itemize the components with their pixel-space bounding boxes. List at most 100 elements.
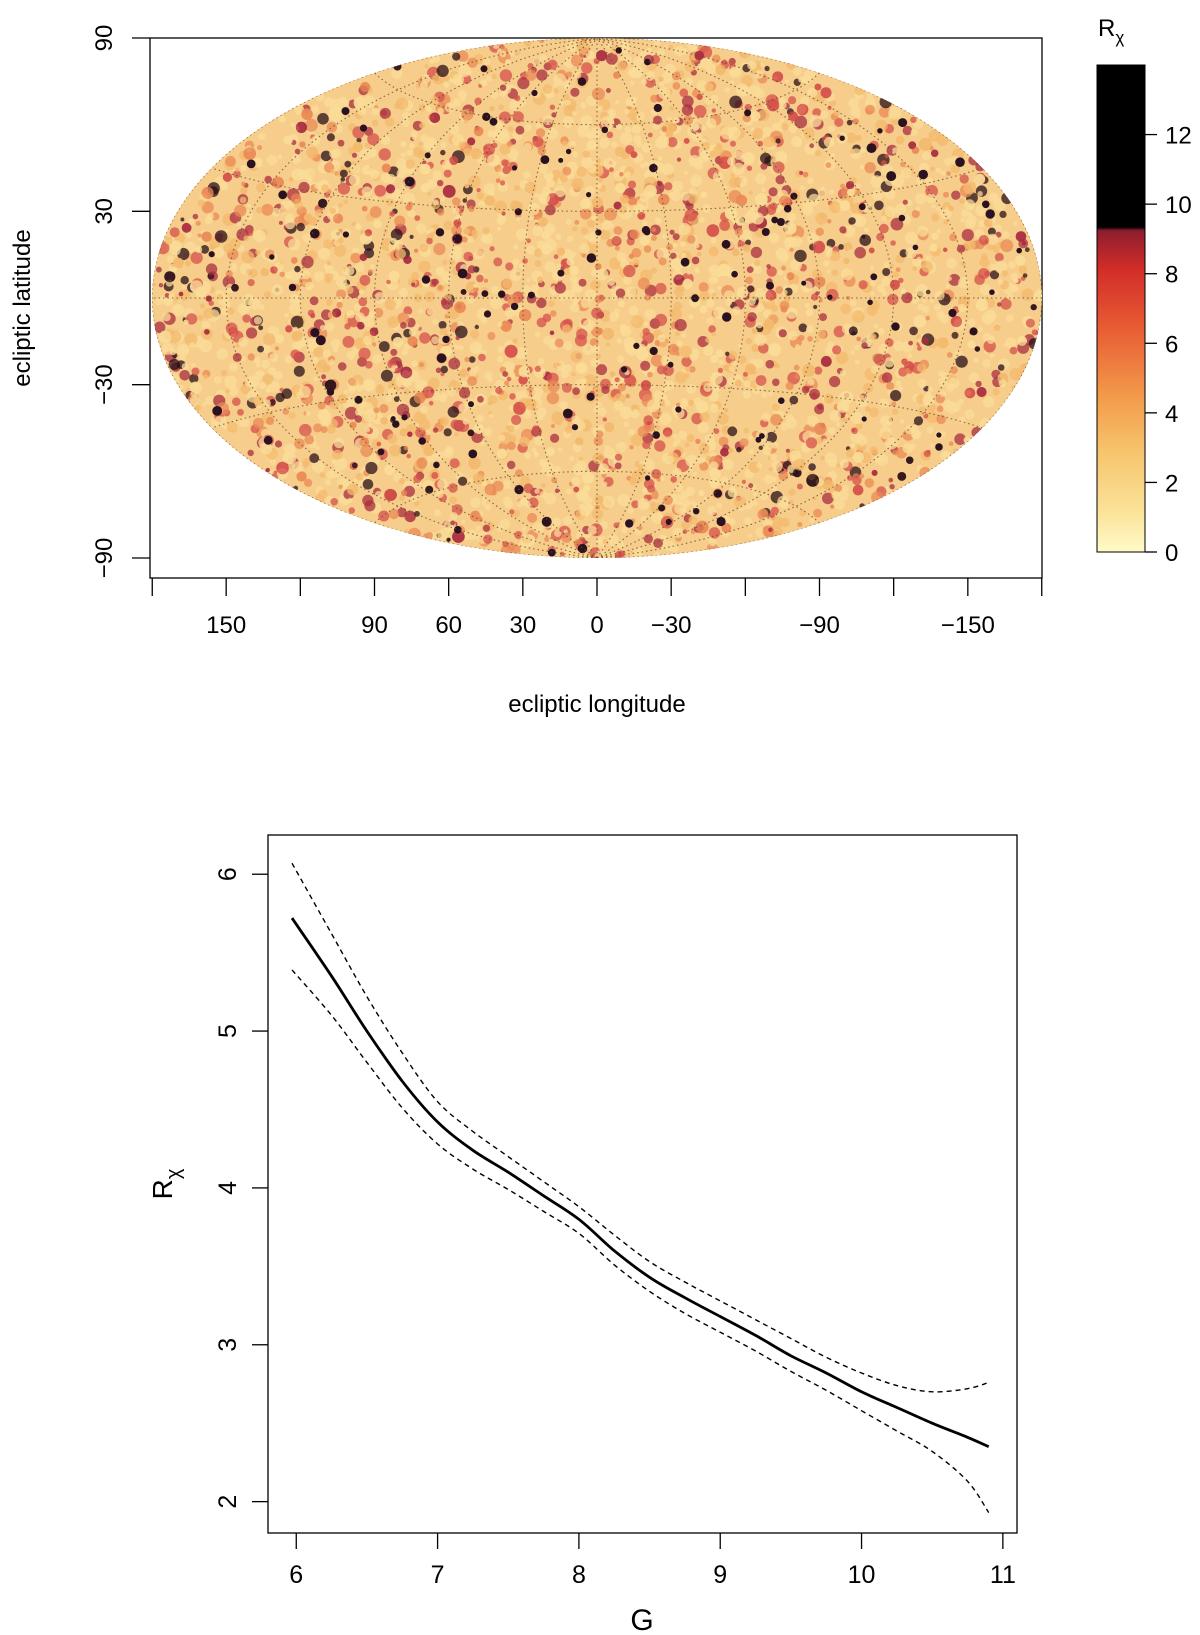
heat-speckle [779, 118, 785, 123]
colorbar-title: Rχ [1098, 15, 1124, 47]
heat-speckle [533, 451, 539, 458]
heat-speckle [430, 96, 439, 105]
heat-speckle [987, 336, 995, 345]
heat-dark-spot [436, 353, 447, 363]
heat-speckle [290, 349, 301, 360]
heat-speckle [178, 345, 189, 355]
heat-speckle [738, 246, 745, 253]
heat-speckle [671, 180, 683, 193]
heat-speckle [964, 387, 976, 399]
heat-speckle [602, 481, 608, 487]
heat-speckle [1024, 247, 1030, 253]
heat-speckle [945, 283, 950, 289]
heat-speckle [982, 359, 991, 368]
heat-speckle [766, 431, 777, 443]
heat-speckle [778, 97, 786, 105]
heat-speckle [437, 478, 448, 490]
heat-speckle [681, 520, 691, 530]
heat-speckle [926, 193, 937, 204]
heat-speckle [416, 223, 427, 234]
heat-dark-spot [510, 302, 519, 311]
heat-speckle [263, 399, 271, 408]
heat-speckle [1028, 338, 1040, 350]
heat-speckle [209, 244, 215, 250]
heat-speckle [510, 414, 522, 426]
heat-speckle [808, 463, 816, 471]
heat-speckle [473, 283, 478, 289]
heat-speckle [437, 179, 444, 187]
colorbar-tick-label: 4 [1165, 401, 1178, 428]
heat-speckle [323, 97, 334, 107]
heat-speckle [689, 353, 698, 361]
heat-speckle [951, 331, 959, 339]
heat-speckle [318, 198, 328, 208]
heat-dark-spot [633, 342, 640, 349]
heat-speckle [359, 437, 370, 447]
heat-speckle [967, 340, 976, 349]
heat-speckle [575, 437, 584, 446]
heat-speckle [549, 330, 555, 335]
heat-speckle [946, 383, 955, 392]
heat-speckle [484, 503, 492, 511]
heat-speckle [615, 182, 626, 194]
heat-speckle [948, 441, 954, 447]
heat-speckle [725, 351, 730, 356]
heat-speckle [622, 276, 632, 285]
heat-speckle [931, 232, 939, 240]
line-y-label: Rχ [147, 1168, 185, 1199]
heat-speckle [515, 228, 528, 241]
heat-speckle [812, 240, 826, 254]
heat-speckle [356, 384, 364, 392]
heat-speckle [513, 401, 526, 415]
heat-speckle [838, 244, 844, 250]
heat-speckle [658, 257, 667, 266]
heat-speckle [799, 184, 805, 191]
heat-speckle [916, 363, 927, 373]
heat-speckle [536, 69, 548, 81]
heat-speckle [747, 533, 752, 538]
heat-speckle [650, 94, 658, 103]
heat-speckle [468, 356, 476, 363]
heat-speckle [645, 70, 656, 81]
heat-speckle [916, 334, 921, 340]
heat-speckle [405, 159, 415, 169]
heat-dark-spot [342, 231, 349, 238]
heat-speckle [727, 487, 738, 498]
heat-speckle [684, 61, 696, 72]
heat-speckle [742, 244, 751, 252]
heat-dark-spot [557, 269, 565, 277]
heat-speckle [164, 293, 170, 298]
heat-speckle [451, 245, 463, 258]
heat-speckle [827, 125, 835, 133]
heat-speckle [179, 354, 186, 362]
heat-speckle [243, 235, 250, 242]
heat-speckle [895, 380, 902, 387]
heat-speckle [746, 266, 754, 273]
heat-speckle [1001, 270, 1008, 277]
heat-speckle [240, 165, 247, 172]
heat-speckle [299, 423, 312, 437]
heat-dark-spot [540, 155, 550, 165]
heat-speckle [454, 301, 466, 314]
heat-speckle [173, 257, 184, 269]
heat-speckle [781, 123, 789, 131]
heat-speckle [538, 458, 548, 468]
heat-speckle [839, 370, 847, 377]
heat-speckle [658, 193, 670, 206]
heat-speckle [825, 250, 832, 258]
heat-speckle [617, 383, 626, 392]
heat-speckle [879, 398, 889, 408]
heat-speckle [765, 359, 775, 369]
heat-speckle [572, 226, 578, 232]
heat-speckle [363, 409, 376, 423]
heat-speckle [866, 91, 874, 99]
heat-speckle [474, 366, 480, 372]
heat-speckle [426, 237, 433, 245]
heat-speckle [223, 243, 233, 253]
heat-speckle [545, 447, 555, 457]
heat-speckle [473, 249, 485, 260]
heat-speckle [984, 309, 997, 322]
heat-dark-spot [989, 289, 995, 296]
heat-speckle [536, 297, 547, 309]
heat-dark-spot [658, 504, 666, 512]
